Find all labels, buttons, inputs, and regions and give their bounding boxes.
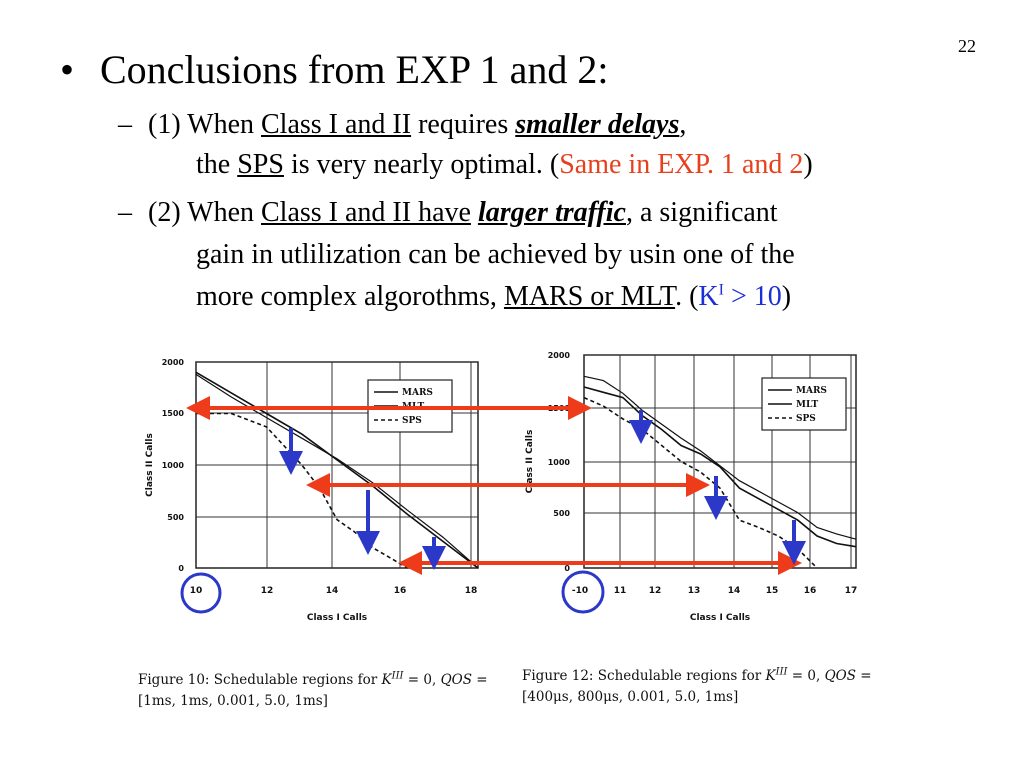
caption-figure-12-params: [400μs, 800μs, 0.001, 5.0, 1ms] xyxy=(522,689,739,705)
highlight-circle-start xyxy=(180,572,222,614)
y-tick-label: 1000 xyxy=(162,461,185,470)
x-tick-label: 14 xyxy=(326,586,339,596)
x-axis-label: Class I Calls xyxy=(690,613,750,623)
x-tick-label: 18 xyxy=(465,586,478,596)
point-1-classes: Class I and II xyxy=(261,109,412,140)
point-2-k: KI > 10 xyxy=(698,281,782,312)
x-tick-label: 16 xyxy=(804,586,817,596)
y-tick-label: 1500 xyxy=(162,409,185,418)
legend-label: MLT xyxy=(796,400,819,410)
caption-figure-10: Figure 10: Schedulable regions for KIII … xyxy=(138,670,488,709)
y-axis-label: Class II Calls xyxy=(525,430,535,494)
x-tick-label: 15 xyxy=(766,586,779,596)
x-tick-label: -10 xyxy=(572,586,588,596)
point-2-line-3: more complex algorothms, MARS or MLT. (K… xyxy=(196,278,791,316)
x-tick-label: 12 xyxy=(261,586,274,596)
point-2-line3-mid: . ( xyxy=(675,281,699,312)
point-2-prefix: (2) When xyxy=(148,197,261,228)
point-2-tail: , a significant xyxy=(625,197,778,228)
point-1-line-1: – (1) When Class I and II requires smalle… xyxy=(118,106,686,144)
point-2-algos: MARS or MLT xyxy=(503,281,676,312)
point-1-line-2: the SPS is very nearly optimal. (Same in… xyxy=(196,146,813,184)
y-tick-label: 0 xyxy=(178,564,184,573)
point-1-prefix: (1) When xyxy=(148,109,261,140)
legend-label: MARS xyxy=(796,386,827,396)
main-bullet: • Conclusions from EXP 1 and 2: xyxy=(60,48,609,92)
point-2-emphasis: larger traffic xyxy=(477,197,626,228)
legend-label: SPS xyxy=(796,414,816,424)
series-line-mars xyxy=(583,386,857,548)
x-tick-label: 11 xyxy=(614,586,627,596)
point-2-close: ) xyxy=(781,281,792,312)
y-tick-label: 500 xyxy=(167,513,184,522)
legend-label: SPS xyxy=(402,416,422,426)
point-2-line-1: – (2) When Class I and II have larger tra… xyxy=(118,194,778,232)
series-line-sps xyxy=(583,396,818,569)
caption-figure-10-params: [1ms, 1ms, 0.001, 5.0, 1ms] xyxy=(138,693,328,709)
highlight-circle-start xyxy=(561,570,605,614)
y-axis-label: Class II Calls xyxy=(145,433,155,497)
point-1-line2-mid: is very nearly optimal. ( xyxy=(283,149,560,180)
series-line-mlt xyxy=(583,375,857,540)
point-1-tail: , xyxy=(679,109,687,140)
y-tick-label: 0 xyxy=(564,564,570,573)
dash-glyph: – xyxy=(118,197,132,228)
point-1-sps: SPS xyxy=(237,149,284,180)
caption-figure-12: Figure 12: Schedulable regions for KIII … xyxy=(522,666,872,705)
bullet-glyph: • xyxy=(60,47,75,92)
point-2-line3-pre: more complex algorothms, xyxy=(196,281,504,312)
x-tick-label: 16 xyxy=(394,586,407,596)
x-tick-label: 17 xyxy=(845,586,858,596)
y-tick-label: 1000 xyxy=(548,458,571,467)
chart-figure-12 xyxy=(583,354,857,569)
x-tick-label: 10 xyxy=(190,586,203,596)
y-tick-label: 2000 xyxy=(548,351,571,360)
point-1-line2-pre: the xyxy=(196,149,238,180)
point-2-classes: Class I and II have xyxy=(261,197,471,228)
dash-glyph: – xyxy=(118,109,132,140)
legend-label: MARS xyxy=(402,388,433,398)
y-tick-label: 2000 xyxy=(162,358,185,367)
series-line-sps xyxy=(196,412,408,569)
x-tick-label: 13 xyxy=(688,586,701,596)
x-axis-label: Class I Calls xyxy=(307,613,367,623)
point-1-close: ) xyxy=(803,149,813,180)
point-1-note: Same in EXP. 1 and 2 xyxy=(559,149,804,180)
x-tick-label: 14 xyxy=(728,586,741,596)
point-1-emphasis: smaller delays xyxy=(515,109,680,140)
point-1-mid: requires xyxy=(411,109,516,140)
slide-number: 22 xyxy=(958,36,976,56)
heading-text: Conclusions from EXP 1 and 2: xyxy=(100,47,609,92)
y-tick-label: 500 xyxy=(553,509,570,518)
point-2-line-2: gain in utlilization can be achieved by … xyxy=(196,239,795,270)
x-tick-label: 12 xyxy=(649,586,662,596)
